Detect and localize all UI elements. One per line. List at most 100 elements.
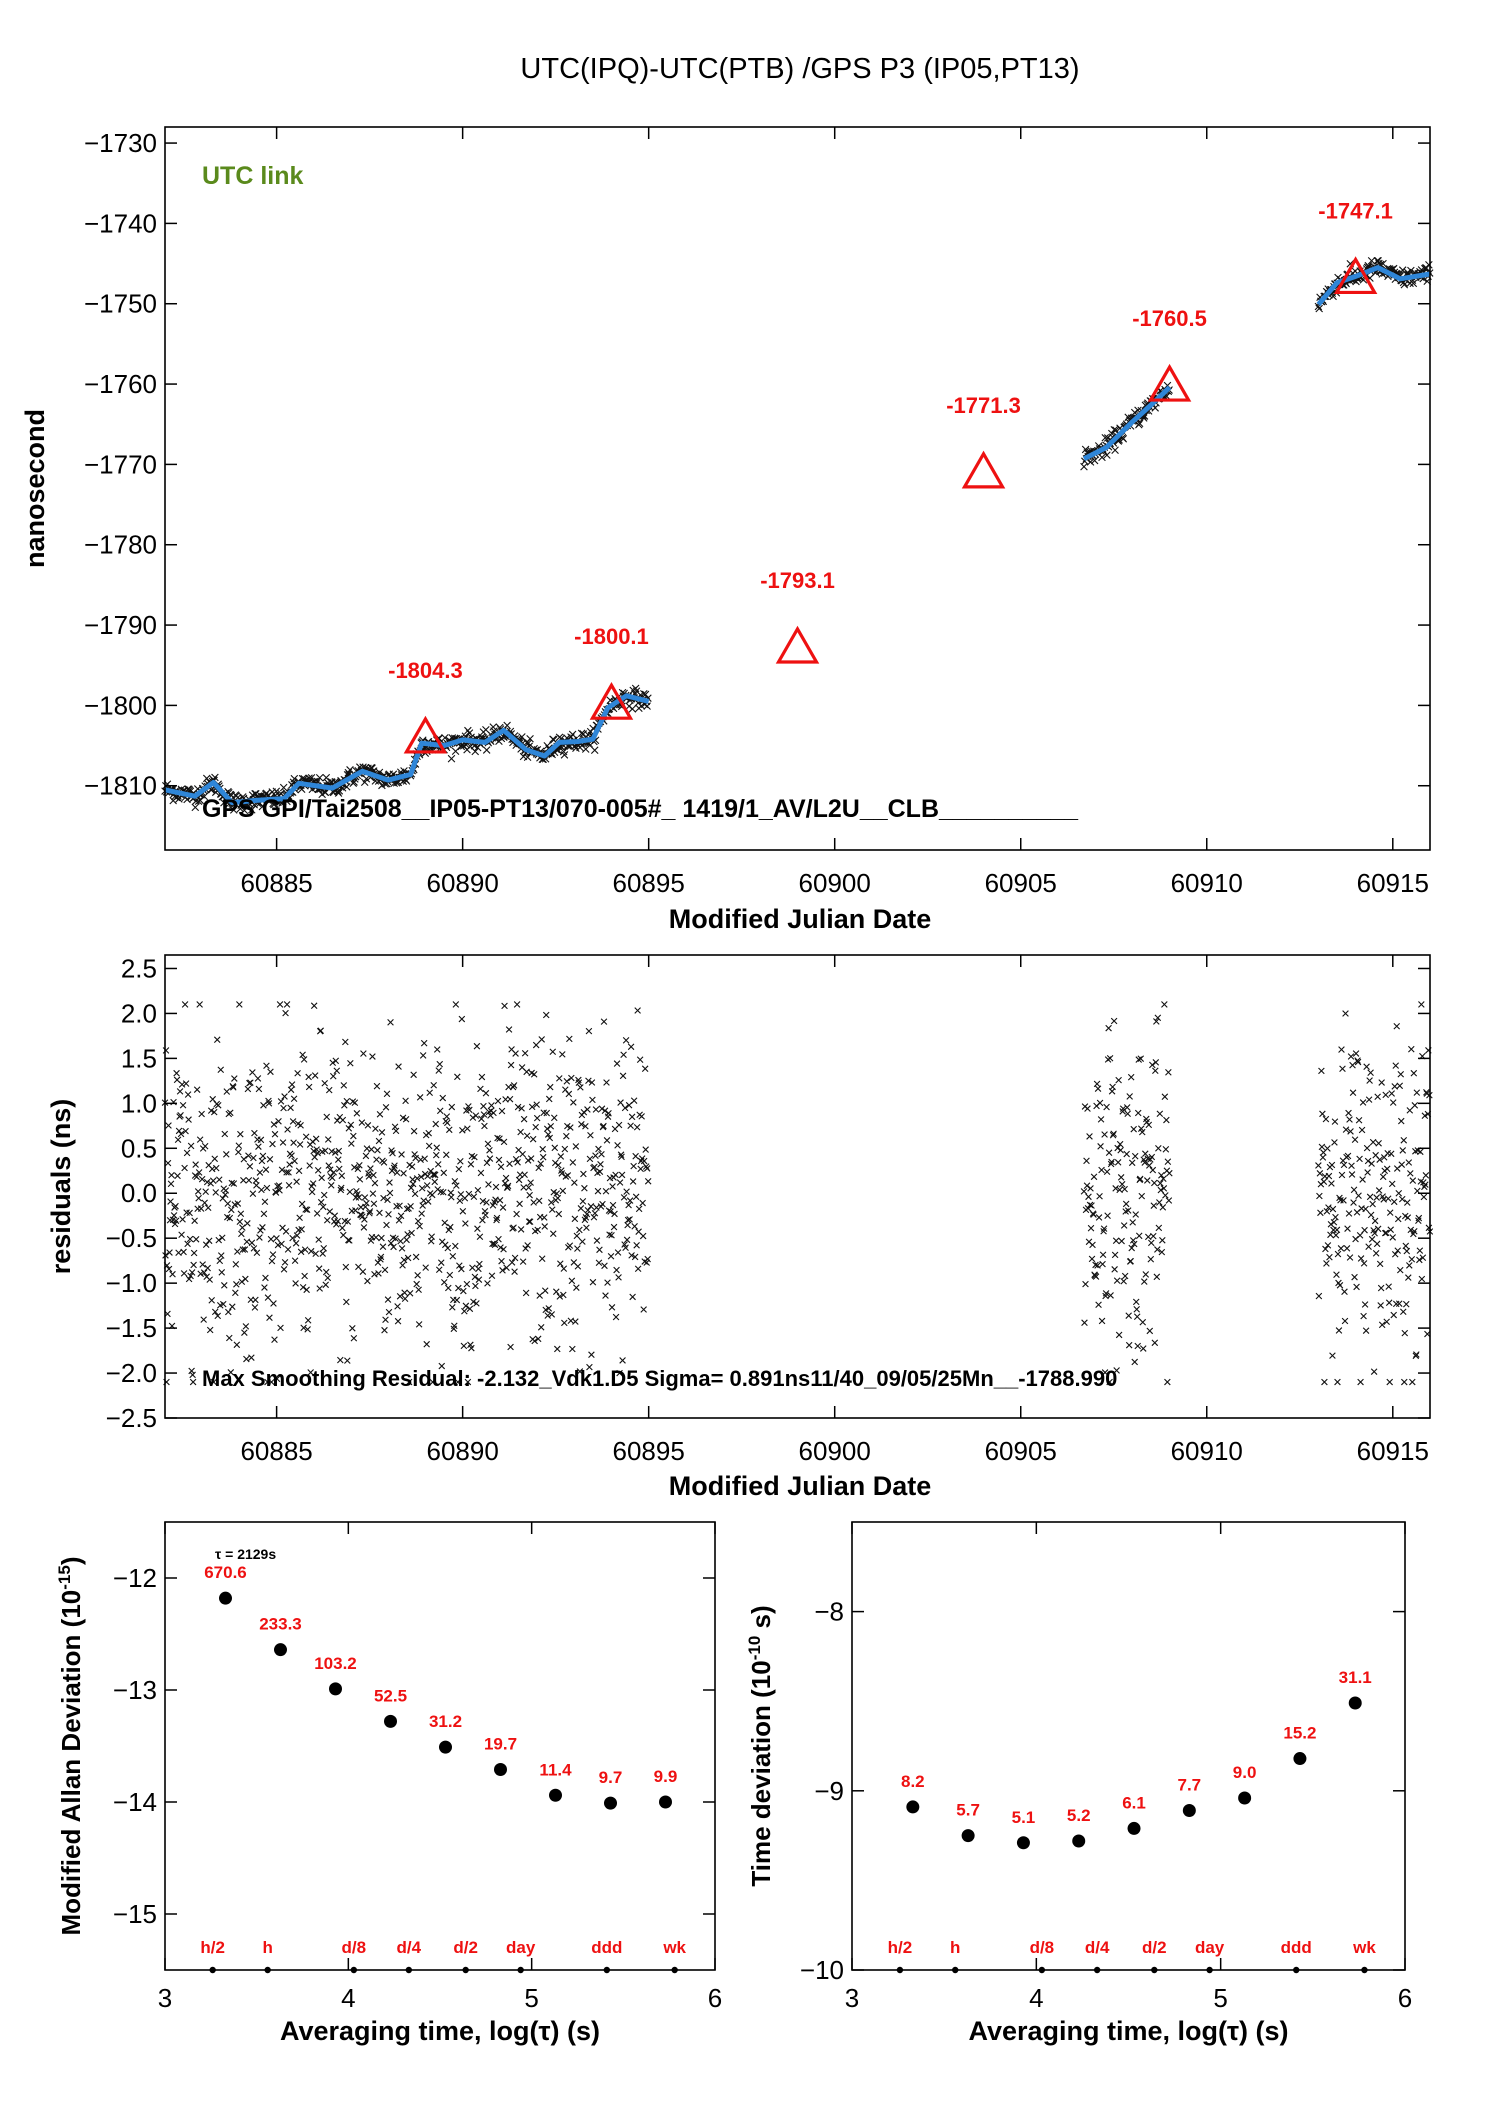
residual-point: [248, 1354, 255, 1361]
residual-point: [1347, 1053, 1355, 1060]
marker-triangle: [589, 681, 634, 720]
data-point: [1367, 256, 1376, 265]
residual-point: [435, 1266, 443, 1274]
residual-point: [1149, 1061, 1156, 1069]
residual-point: [264, 1294, 272, 1301]
residual-point: [299, 1283, 307, 1291]
residual-point: [532, 1041, 540, 1049]
residual-point: [447, 1223, 454, 1231]
residual-point: [569, 1159, 577, 1166]
residual-point: [1422, 1181, 1429, 1188]
residual-point: [417, 1156, 424, 1163]
residual-point: [180, 1248, 187, 1256]
residual-point: [538, 1255, 546, 1262]
residual-point: [1098, 1166, 1105, 1174]
residual-point: [286, 1161, 293, 1168]
residual-point: [424, 1172, 431, 1180]
x-tick-label: 3: [158, 1983, 172, 2013]
residual-point: [350, 1334, 358, 1342]
residual-point: [1390, 1311, 1398, 1319]
utc-link-label: UTC link: [202, 162, 303, 190]
residual-point: [417, 1173, 425, 1181]
residual-point: [1425, 1224, 1433, 1232]
residual-point: [593, 1237, 601, 1244]
residual-point: [252, 1296, 259, 1304]
residual-point: [1344, 1152, 1352, 1160]
residual-point: [272, 1189, 280, 1196]
residual-point: [268, 1257, 276, 1265]
residual-point: [483, 1199, 490, 1206]
residual-point: [311, 1072, 319, 1079]
residual-point: [280, 1104, 287, 1112]
residual-point: [321, 1147, 329, 1154]
residual-point: [594, 1187, 602, 1195]
residual-point: [298, 1225, 305, 1233]
residual-point: [601, 1107, 609, 1115]
residual-point: [278, 1240, 285, 1248]
residual-point: [1372, 1250, 1380, 1257]
residual-point: [1102, 1290, 1110, 1297]
residual-point: [198, 1175, 206, 1183]
data-point: [362, 775, 371, 783]
y-tick-label: −15: [113, 1899, 157, 1929]
residual-point: [418, 1184, 426, 1192]
residual-point: [410, 1071, 417, 1079]
residual-point: [224, 1200, 232, 1207]
residual-point: [1104, 1212, 1111, 1219]
residual-point: [459, 1126, 466, 1134]
data-point: [473, 743, 482, 752]
residual-point: [496, 1135, 503, 1142]
residual-point: [1148, 1153, 1156, 1161]
residual-point: [1323, 1207, 1331, 1215]
residual-point: [546, 1083, 554, 1091]
residual-point: [467, 1161, 475, 1168]
residual-point: [624, 1216, 632, 1224]
residual-point: [622, 1244, 629, 1251]
residual-point: [1113, 1277, 1121, 1284]
residual-point: [273, 1375, 281, 1383]
residual-point: [218, 1269, 226, 1276]
residual-point: [397, 1237, 404, 1245]
residual-point: [334, 1156, 342, 1163]
residual-point: [1143, 1118, 1151, 1126]
residual-point: [1331, 1118, 1339, 1125]
residual-point: [233, 1281, 240, 1288]
residual-point: [352, 1194, 360, 1201]
residual-point: [499, 1267, 506, 1274]
residual-point: [1121, 1272, 1129, 1280]
y-tick-label: −12: [113, 1563, 157, 1593]
residual-point: [253, 1249, 261, 1257]
residual-point: [1087, 1224, 1095, 1232]
residual-point: [432, 1151, 440, 1159]
residual-point: [343, 1298, 350, 1306]
y-tick-label: −1.5: [106, 1313, 157, 1343]
residual-point: [436, 1060, 444, 1068]
residual-point: [1341, 1317, 1349, 1325]
residual-point: [1354, 1057, 1361, 1064]
residual-point: [181, 1001, 189, 1008]
residual-point: [501, 1002, 508, 1010]
residual-point: [528, 1103, 536, 1111]
residual-point: [1421, 1183, 1428, 1191]
residual-point: [340, 1082, 348, 1089]
residual-point: [182, 1080, 190, 1087]
residual-point: [1138, 1192, 1146, 1200]
data-point: [628, 705, 637, 713]
residual-point: [380, 1194, 387, 1202]
residual-point: [277, 1324, 284, 1332]
residual-point: [389, 1149, 396, 1157]
residual-point: [542, 1011, 550, 1019]
residual-point: [342, 1038, 349, 1046]
residual-point: [619, 1357, 626, 1364]
residual-point: [1155, 1145, 1162, 1152]
residual-point: [263, 1184, 271, 1192]
y-tick-label: −8: [814, 1597, 844, 1627]
data-point: [550, 735, 558, 744]
residual-point: [333, 1117, 341, 1124]
residual-point: [563, 1078, 571, 1085]
data-point: [290, 774, 299, 783]
deviation-value-label: 31.1: [1339, 1668, 1372, 1687]
residual-point: [1374, 1093, 1381, 1101]
residual-point: [1095, 1214, 1103, 1221]
residual-point: [613, 1060, 621, 1067]
